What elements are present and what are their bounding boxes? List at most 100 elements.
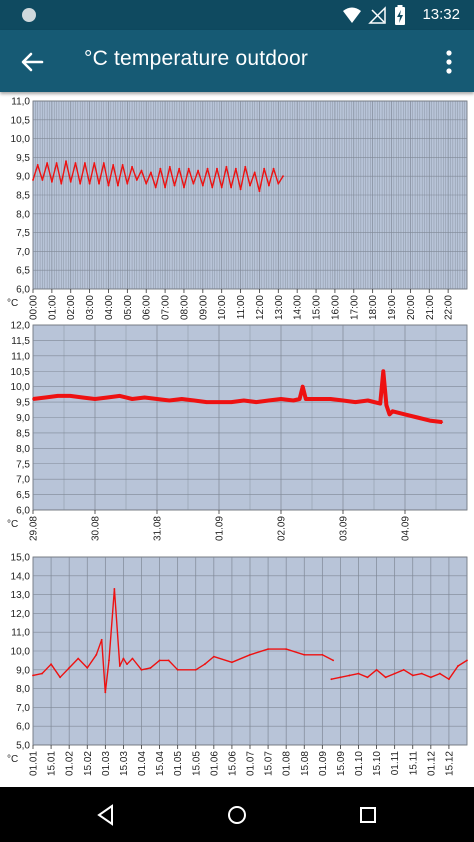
x-tick-label: 15.04 (155, 751, 166, 776)
y-tick-label: 11,0 (11, 97, 30, 108)
y-tick-label: 9,0 (16, 413, 30, 424)
x-tick-label: 02:00 (66, 295, 77, 320)
data-point (330, 678, 333, 681)
data-point (100, 638, 103, 641)
y-tick-label: 12,0 (11, 609, 31, 620)
y-tick-label: 7,0 (16, 703, 30, 714)
x-tick-label: 13:00 (274, 295, 285, 320)
data-point (402, 668, 405, 671)
data-point (267, 399, 270, 402)
data-point (197, 169, 200, 172)
app-bar: °C temperature outdoor (0, 30, 474, 92)
y-tick-label: 12,0 (11, 321, 31, 332)
data-point (154, 186, 157, 189)
more-vert-icon[interactable] (436, 44, 462, 80)
x-tick-label: 06:00 (142, 295, 153, 320)
data-point (448, 678, 450, 681)
data-point (108, 659, 110, 662)
data-point (255, 401, 258, 403)
x-tick-label: 15.02 (83, 751, 94, 776)
data-point (168, 399, 171, 402)
x-tick-label: 15.12 (444, 751, 455, 776)
data-point (239, 188, 242, 191)
nav-recents-icon[interactable] (352, 799, 384, 831)
battery-charging-icon (395, 5, 405, 25)
data-point (249, 184, 251, 187)
data-point (267, 184, 270, 187)
y-tick-label: 6,0 (16, 506, 30, 517)
x-tick-label: 15.03 (119, 751, 130, 776)
temperature-charts: 6,0 6,5 7,0 7,5 8,0 8,5 9,0 9,5 10,0 10,5 11,0 00:0… (7, 97, 468, 776)
x-tick-label: 01.04 (137, 751, 148, 776)
data-point (159, 167, 162, 170)
x-tick-label: 20:00 (406, 295, 417, 320)
data-point (244, 165, 247, 168)
data-point (411, 674, 414, 677)
data-point (466, 659, 468, 662)
x-tick-label: 15.10 (372, 751, 383, 776)
data-point (416, 416, 419, 419)
data-point (98, 182, 100, 185)
y-tick-label: 6,0 (16, 285, 30, 296)
data-point (384, 676, 387, 679)
y-tick-label: 11,0 (11, 628, 30, 639)
x-tick-label: 01.03 (101, 751, 112, 776)
data-point (339, 676, 342, 679)
data-point (193, 399, 196, 402)
y-tick-label: 10,5 (11, 115, 31, 126)
data-point (102, 162, 105, 164)
data-point (36, 164, 39, 166)
data-point (176, 668, 179, 671)
data-point (55, 162, 58, 164)
data-point (107, 184, 110, 187)
data-point (242, 399, 245, 402)
data-point (145, 182, 148, 185)
data-point (216, 167, 218, 170)
x-tick-label: 12:00 (255, 295, 266, 320)
x-tick-label: 21:00 (425, 295, 436, 320)
navigation-bar (0, 787, 474, 842)
x-tick-label: 03.09 (339, 516, 350, 541)
y-tick-label: 10,5 (11, 367, 31, 378)
data-point (388, 413, 391, 416)
x-tick-label: 15.07 (264, 751, 275, 776)
data-point (393, 672, 396, 675)
data-point (211, 186, 214, 189)
data-point (391, 410, 394, 413)
x-tick-label: 15.05 (191, 751, 202, 776)
data-point (267, 648, 269, 651)
x-tick-label: 03:00 (85, 295, 96, 320)
y-tick-label: 10,0 (11, 647, 31, 658)
data-point (253, 171, 256, 174)
data-point (143, 396, 146, 399)
data-point (83, 162, 86, 164)
x-tick-label: 01.09 (215, 516, 226, 541)
y-tick-label: 15,0 (11, 553, 31, 564)
nav-back-icon[interactable] (90, 799, 122, 831)
data-point (173, 184, 176, 187)
arrow-back-icon[interactable] (14, 44, 50, 80)
data-point (118, 665, 121, 667)
data-point (94, 398, 96, 400)
x-tick-label: 07:00 (161, 295, 172, 320)
data-point (74, 162, 77, 164)
y-tick-label: 6,5 (16, 266, 30, 277)
data-point (258, 190, 261, 193)
data-point (59, 676, 62, 679)
data-point (69, 395, 72, 397)
data-point (41, 179, 44, 181)
y-tick-label: 6,0 (16, 722, 30, 733)
x-tick-label: 15.08 (300, 751, 311, 776)
nav-home-icon[interactable] (221, 799, 253, 831)
x-tick-label: 10:00 (217, 295, 228, 320)
data-point (44, 396, 47, 399)
data-point (126, 182, 129, 185)
data-point (280, 398, 282, 400)
y-tick-label: 11,0 (11, 351, 30, 362)
data-point (32, 179, 34, 181)
x-tick-label: 01.12 (426, 751, 437, 776)
x-tick-label: 16:00 (330, 295, 341, 320)
data-point (441, 421, 444, 424)
data-point (212, 655, 215, 658)
x-tick-label: 01:00 (47, 295, 58, 320)
